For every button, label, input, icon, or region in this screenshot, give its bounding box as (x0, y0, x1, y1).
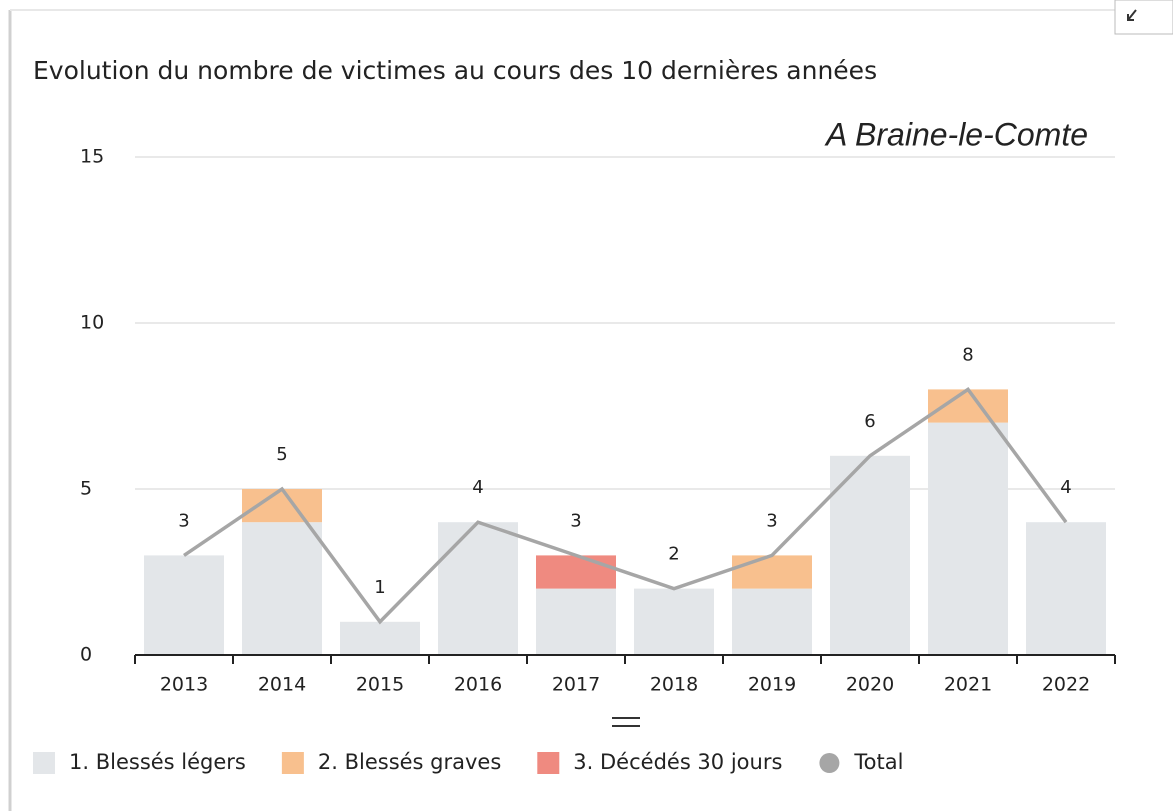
bar-segment (830, 455, 910, 655)
x-tick-label: 2020 (846, 674, 894, 696)
y-tick-label: 0 (80, 644, 92, 666)
legend-swatch (819, 753, 840, 773)
x-tick-label: 2019 (748, 674, 796, 696)
bar-segment (928, 422, 1008, 655)
legend-label: 3. Décédés 30 jours (573, 750, 782, 774)
legend-swatch (33, 752, 55, 774)
total-line (183, 387, 1068, 625)
icon-box[interactable] (1114, 0, 1173, 35)
data-label: 3 (570, 510, 581, 531)
data-label: 3 (178, 510, 189, 531)
y-tick-label: 15 (80, 146, 104, 168)
data-label: 4 (1060, 477, 1071, 498)
legend-handle[interactable] (612, 717, 640, 727)
bar-segment (634, 588, 714, 655)
legend-swatch (537, 752, 560, 774)
x-tick-label: 2022 (1042, 674, 1090, 696)
x-tick-label: 2013 (160, 674, 208, 696)
legend-label: 2. Blessés graves (318, 750, 501, 774)
bar-segment (1026, 522, 1106, 655)
bar-segment (242, 489, 322, 523)
bar-segment (928, 389, 1008, 423)
y-tick-label: 5 (80, 478, 92, 500)
x-tick-label: 2021 (944, 674, 992, 696)
data-label: 2 (668, 544, 679, 565)
data-label: 1 (374, 577, 385, 598)
bar-segment (536, 588, 616, 655)
legend-label: Total (853, 750, 903, 774)
data-label: 5 (276, 444, 287, 465)
bar-segment (732, 588, 812, 655)
x-tick-label: 2015 (356, 674, 404, 696)
chart-subtitle: A Braine-le-Comte (824, 116, 1088, 152)
legend-label: 1. Blessés légers (69, 750, 246, 774)
bar-segment (242, 522, 322, 655)
icon-arrow[interactable] (1127, 9, 1137, 21)
data-label: 4 (472, 477, 483, 498)
data-label: 8 (962, 344, 973, 365)
x-tick-label: 2016 (454, 674, 502, 696)
data-label: 3 (766, 510, 777, 531)
bar-segment (732, 555, 812, 589)
x-tick-label: 2017 (552, 674, 600, 696)
y-tick-label: 10 (80, 312, 104, 334)
bar-segment (144, 555, 224, 655)
x-tick-label: 2018 (650, 674, 698, 696)
bar-segment (438, 522, 518, 655)
collapse-icon[interactable] (1114, 0, 1173, 35)
legend-swatch (281, 752, 304, 774)
bar-segment (340, 621, 420, 655)
data-label: 6 (864, 411, 875, 432)
bar-segment (536, 555, 616, 589)
x-tick-label: 2014 (258, 674, 306, 696)
chart-title: Evolution du nombre de victimes au cours… (33, 56, 877, 85)
